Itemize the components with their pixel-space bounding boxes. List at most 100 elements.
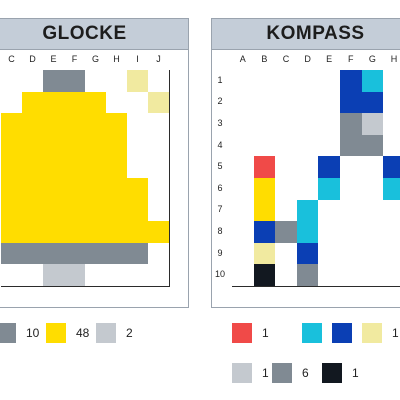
glocke-cell-yellow [85,199,107,223]
kompass-cell-white [340,221,363,244]
kompass-legend-item: 1 [322,363,359,383]
kompass-cell-white [340,156,363,179]
kompass-cell-white [296,113,320,136]
kompass-cell-gray [275,221,298,244]
kompass-row-label: 9 [217,247,223,258]
glocke-cell-white [127,113,149,136]
kompass-cell-white [361,242,385,266]
glocke-cell-gray [85,242,107,266]
kompass-col-label: B [261,54,268,64]
glocke-cell-white [106,264,128,287]
glocke-cell-yellow [106,113,128,136]
kompass-cell-white [383,264,400,287]
kompass-cell-white [275,264,298,287]
glocke-legend-swatch-yellow [46,323,66,343]
glocke-cell-yellow [85,91,107,115]
kompass-col-label: D [304,54,311,64]
glocke-cell-gray [1,242,23,266]
kompass-col-label: C [282,54,290,64]
glocke-cell-gray [106,242,128,266]
glocke-cell-yellow [22,178,44,201]
glocke-cell-white [127,156,149,179]
glocke-cell-yellow [64,113,86,136]
glocke-cell-yellow [43,221,65,244]
kompass-cell-white [232,242,255,266]
glocke-col-label: D [29,54,36,64]
kompass-legend-swatch-cyan [302,323,322,343]
kompass-cell-white [318,70,341,93]
kompass-cell-white [275,70,298,93]
kompass-col-label: H [390,54,398,64]
kompass-legend-swatch-black [322,363,342,383]
kompass-cell-white [275,178,298,201]
glocke-legend-count: 48 [76,326,90,340]
glocke-cell-white [127,134,149,158]
glocke-cell-yellow [22,199,44,223]
kompass-cell-red [253,156,277,179]
glocke-cell-yellow [22,156,44,179]
glocke-cell-yellow [22,113,44,136]
kompass-cell-white [296,156,320,179]
kompass-cell-white [318,199,341,223]
kompass-cell-white [232,91,255,115]
glocke-legend-count: 10 [26,326,40,340]
kompass-cell-white [361,264,385,287]
kompass-row-label: 10 [214,269,225,280]
glocke-cell-yellow [106,199,128,223]
glocke-legend-item: 48 [46,323,89,343]
kompass-cell-cyan [296,199,320,223]
kompass-cell-blue [383,156,400,179]
glocke-cell-light-gray [43,264,65,287]
glocke-cell-yellow [22,134,44,158]
glocke-cell-white [127,264,149,287]
kompass-legend-count: 6 [302,366,309,380]
glocke-col-label: C [8,54,15,64]
glocke-cell-light-gray [64,264,86,287]
kompass-col-label: F [348,54,354,64]
kompass-cell-white [361,199,385,223]
kompass-cell-white [361,156,385,179]
kompass-cell-white [383,91,400,115]
glocke-cell-yellow [85,221,107,244]
glocke-cell-white [106,91,128,115]
kompass-legend-item: 1 [232,323,269,343]
kompass-cell-white [383,199,400,223]
glocke-cell-yellow [1,199,23,223]
glocke-cell-yellow [43,134,65,158]
glocke-cell-white [148,134,170,158]
glocke-cell-white [22,70,44,93]
kompass-cell-white [296,178,320,201]
kompass-cell-white [340,242,363,266]
kompass-row-label: 4 [217,139,223,150]
glocke-cell-yellow [22,91,44,115]
glocke-cell-white [148,156,170,179]
kompass-col-label: E [326,54,333,64]
kompass-row-label: 2 [217,96,223,107]
kompass-title: KOMPASS [212,19,400,50]
kompass-cell-cyan [361,70,385,93]
kompass-cell-white [275,199,298,223]
kompass-cell-cyan [296,221,320,244]
kompass-row-label: 6 [217,182,223,193]
kompass-cell-white [340,199,363,223]
kompass-cell-white [275,113,298,136]
glocke-cell-yellow [127,178,149,201]
glocke-cell-yellow [148,221,170,244]
kompass-cell-white [232,221,255,244]
glocke-legend-swatch-gray [0,323,16,343]
kompass-cell-white [232,156,255,179]
glocke-cell-yellow [1,156,23,179]
glocke-cell-yellow [64,221,86,244]
kompass-cell-yellow [253,199,277,223]
kompass-legend-item: 1 [232,363,269,383]
kompass-cell-white [318,91,341,115]
glocke-cell-yellow [127,221,149,244]
kompass-legend-swatch-blue [332,323,352,343]
kompass-cell-white [253,91,277,115]
kompass-cell-blue [361,91,385,115]
kompass-cell-white [318,242,341,266]
glocke-cell-yellow [85,134,107,158]
kompass-cell-white [296,134,320,158]
kompass-cell-white [275,156,298,179]
kompass-legend-count: 1 [392,326,399,340]
